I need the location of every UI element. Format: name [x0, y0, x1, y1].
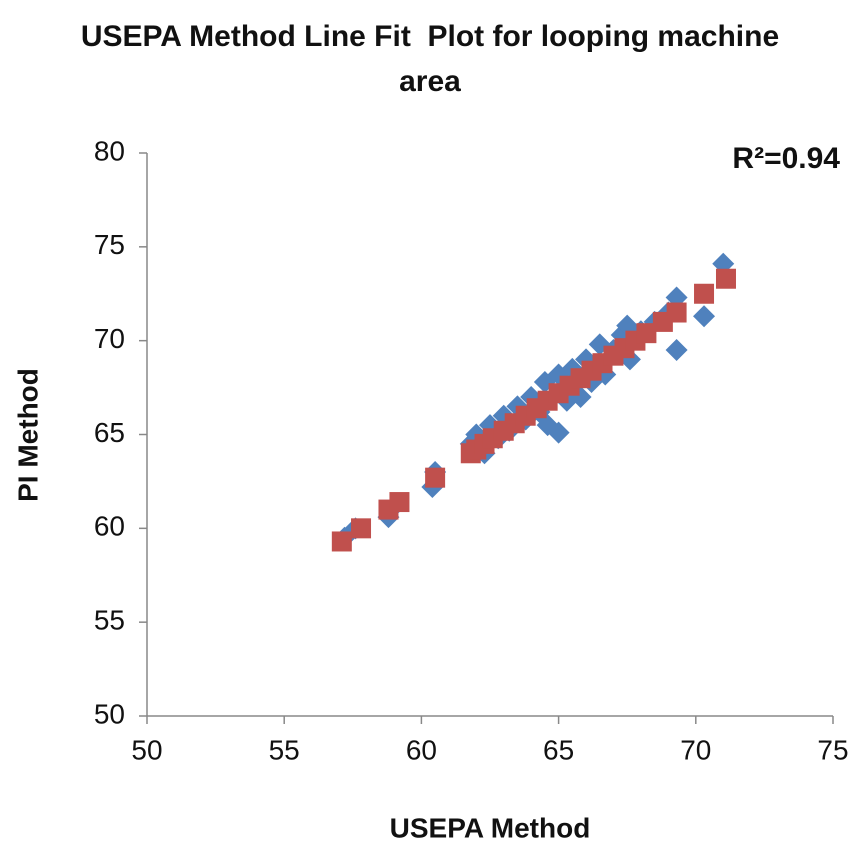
y-tick-label: 65 — [94, 417, 125, 448]
x-tick-label: 60 — [406, 734, 437, 765]
x-tick-label: 50 — [131, 734, 162, 765]
x-tick-label: 70 — [680, 734, 711, 765]
point — [425, 467, 446, 488]
point — [693, 305, 716, 328]
point — [547, 421, 570, 444]
x-tick-label: 75 — [817, 734, 848, 765]
y-tick-label: 80 — [94, 135, 125, 166]
x-tick-label: 55 — [269, 734, 300, 765]
x-tick-label: 65 — [543, 734, 574, 765]
y-axis-label: PI Method — [12, 368, 43, 502]
y-tick-label: 55 — [94, 605, 125, 636]
point — [351, 518, 372, 539]
y-tick-label: 60 — [94, 511, 125, 542]
y-tick-label: 75 — [94, 229, 125, 260]
point — [389, 492, 410, 513]
point — [665, 339, 688, 362]
y-tick-label: 50 — [94, 698, 125, 729]
point — [636, 323, 657, 344]
point — [666, 302, 687, 323]
chart-title: USEPA Method Line Fit Plot for looping m… — [80, 20, 788, 98]
y-tick-label: 70 — [94, 323, 125, 354]
r-squared-annotation: R²=0.94 — [732, 142, 840, 175]
point — [331, 531, 352, 552]
point — [694, 283, 715, 304]
point — [715, 268, 736, 289]
x-axis-label: USEPA Method — [390, 812, 591, 843]
